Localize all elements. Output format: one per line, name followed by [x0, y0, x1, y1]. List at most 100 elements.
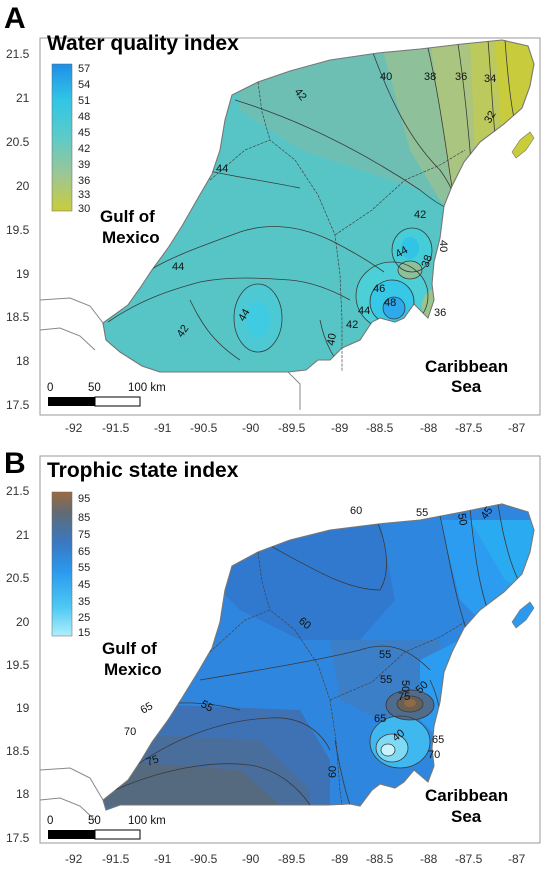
scale-bar-a: 0 50 100 km [47, 382, 166, 407]
y-tick-label: 18.5 [6, 744, 30, 758]
x-tick-label: -88.5 [366, 421, 394, 435]
contour-label: 44 [394, 244, 411, 261]
contour-label: 46 [373, 283, 385, 295]
mainland-outline-b [39, 767, 104, 821]
contour-label: 42 [346, 319, 358, 331]
y-axis-a: 21.5 21 20.5 20 19.5 19 18.5 18 17.5 [6, 47, 30, 412]
scale-label: 100 km [128, 382, 166, 394]
contour-label: 50 [455, 512, 469, 526]
contour-label: 55 [416, 507, 428, 519]
legend-b: 95 85 75 65 55 45 35 25 15 [51, 491, 90, 639]
scale-label: 0 [47, 382, 53, 394]
contour-label: 40 [437, 240, 449, 252]
cozumel-island-a [511, 131, 535, 159]
peninsula-outline-a [102, 39, 535, 373]
state-border-b-1 [209, 609, 343, 806]
caribbean-label-a-line2: Sea [451, 377, 482, 396]
y-tick-label: 19.5 [6, 658, 30, 672]
contour-label: 70 [428, 749, 440, 761]
contour-label: 34 [484, 73, 496, 85]
scale-label: 100 km [128, 815, 166, 827]
y-tick-label: 19 [16, 701, 30, 715]
gulf-label-a-line1: Gulf of [100, 207, 155, 226]
legend-label: 65 [78, 546, 90, 558]
cozumel-island-b [511, 601, 535, 629]
scale-segment-black [48, 397, 95, 406]
scale-bar-b: 0 50 100 km [47, 815, 166, 840]
legend-a: 57 54 51 48 45 42 39 36 33 30 [51, 63, 90, 215]
border-outline-a [287, 371, 301, 410]
x-tick-label: -91 [154, 852, 172, 866]
x-tick-label: -91.5 [102, 421, 130, 435]
gulf-label-a-line2: Mexico [102, 228, 160, 247]
y-tick-label: 21 [16, 91, 30, 105]
contour-label: 65 [432, 734, 444, 746]
x-tick-label: -89 [331, 421, 349, 435]
caribbean-label-b-line1: Caribbean [425, 786, 508, 805]
y-tick-label: 18.5 [6, 310, 30, 324]
contour-label: 36 [455, 71, 467, 83]
y-axis-b: 21.5 21 20.5 20 19.5 19 18.5 18 17.5 [6, 484, 30, 845]
x-axis-a: -92 -91.5 -91 -90.5 -90 -89.5 -89 -88.5 … [65, 421, 526, 435]
legend-label: 95 [78, 493, 90, 505]
y-tick-label: 19 [16, 267, 30, 281]
contour-label: 65 [374, 713, 386, 725]
y-tick-label: 20.5 [6, 571, 30, 585]
contour-label: 36 [434, 307, 446, 319]
y-tick-label: 21 [16, 528, 30, 542]
legend-label: 48 [78, 111, 90, 123]
contour-label: 32 [482, 109, 499, 126]
contour-label: 38 [420, 253, 435, 269]
scale-segment-black [48, 830, 95, 839]
state-border-a-1 [209, 139, 343, 372]
y-tick-label: 18 [16, 787, 30, 801]
legend-label: 42 [78, 143, 90, 155]
x-tick-label: -88.5 [366, 852, 394, 866]
y-tick-label: 20.5 [6, 135, 30, 149]
legend-label: 45 [78, 579, 90, 591]
wqi-contour-labels: 42 40 38 36 34 32 44 42 44 40 38 44 46 4… [172, 71, 499, 347]
contour-label: 44 [216, 163, 228, 175]
panel-a: 42 40 38 36 34 32 44 42 44 40 38 44 46 4… [4, 2, 541, 435]
contour-label: 65 [139, 700, 156, 717]
tsi-contour-labels: 60 55 50 45 60 55 50 55 55 65 70 75 75 6… [124, 505, 495, 778]
state-border-b-2 [329, 621, 466, 701]
x-tick-label: -92 [65, 852, 83, 866]
legend-label: 25 [78, 612, 90, 624]
x-tick-label: -92 [65, 421, 83, 435]
scale-label: 50 [88, 815, 101, 827]
contour-label: 70 [124, 726, 136, 738]
x-tick-label: -87 [508, 852, 526, 866]
x-tick-label: -87.5 [455, 421, 483, 435]
gulf-label-b-line2: Mexico [104, 660, 162, 679]
y-tick-label: 21.5 [6, 47, 30, 61]
panel-letter-a: A [4, 2, 26, 35]
caribbean-label-b-line2: Sea [451, 807, 482, 826]
x-tick-label: -89.5 [278, 852, 306, 866]
x-tick-label: -90.5 [190, 852, 218, 866]
contour-label: 75 [145, 753, 161, 768]
legend-label: 30 [78, 203, 90, 215]
contour-label: 48 [384, 297, 396, 309]
legend-label: 75 [78, 529, 90, 541]
legend-label: 36 [78, 175, 90, 187]
x-tick-label: -88 [420, 421, 438, 435]
x-tick-label: -90 [242, 852, 260, 866]
contour-label: 50 [399, 680, 411, 692]
caribbean-label-a-line1: Caribbean [425, 357, 508, 376]
panel-b: 60 55 50 45 60 55 50 55 55 65 70 75 75 6… [4, 447, 541, 866]
legend-label: 54 [78, 79, 90, 91]
x-tick-label: -88 [420, 852, 438, 866]
x-tick-label: -89.5 [278, 421, 306, 435]
contour-label: 55 [379, 649, 391, 661]
contour-label: 38 [424, 71, 436, 83]
contour-label: 44 [358, 305, 370, 317]
legend-label: 45 [78, 127, 90, 139]
x-tick-label: -89 [331, 852, 349, 866]
contour-label: 75 [398, 691, 410, 703]
legend-label: 35 [78, 596, 90, 608]
scale-segment-white [94, 396, 141, 407]
legend-label: 57 [78, 63, 90, 75]
contour-label: 42 [175, 323, 192, 340]
